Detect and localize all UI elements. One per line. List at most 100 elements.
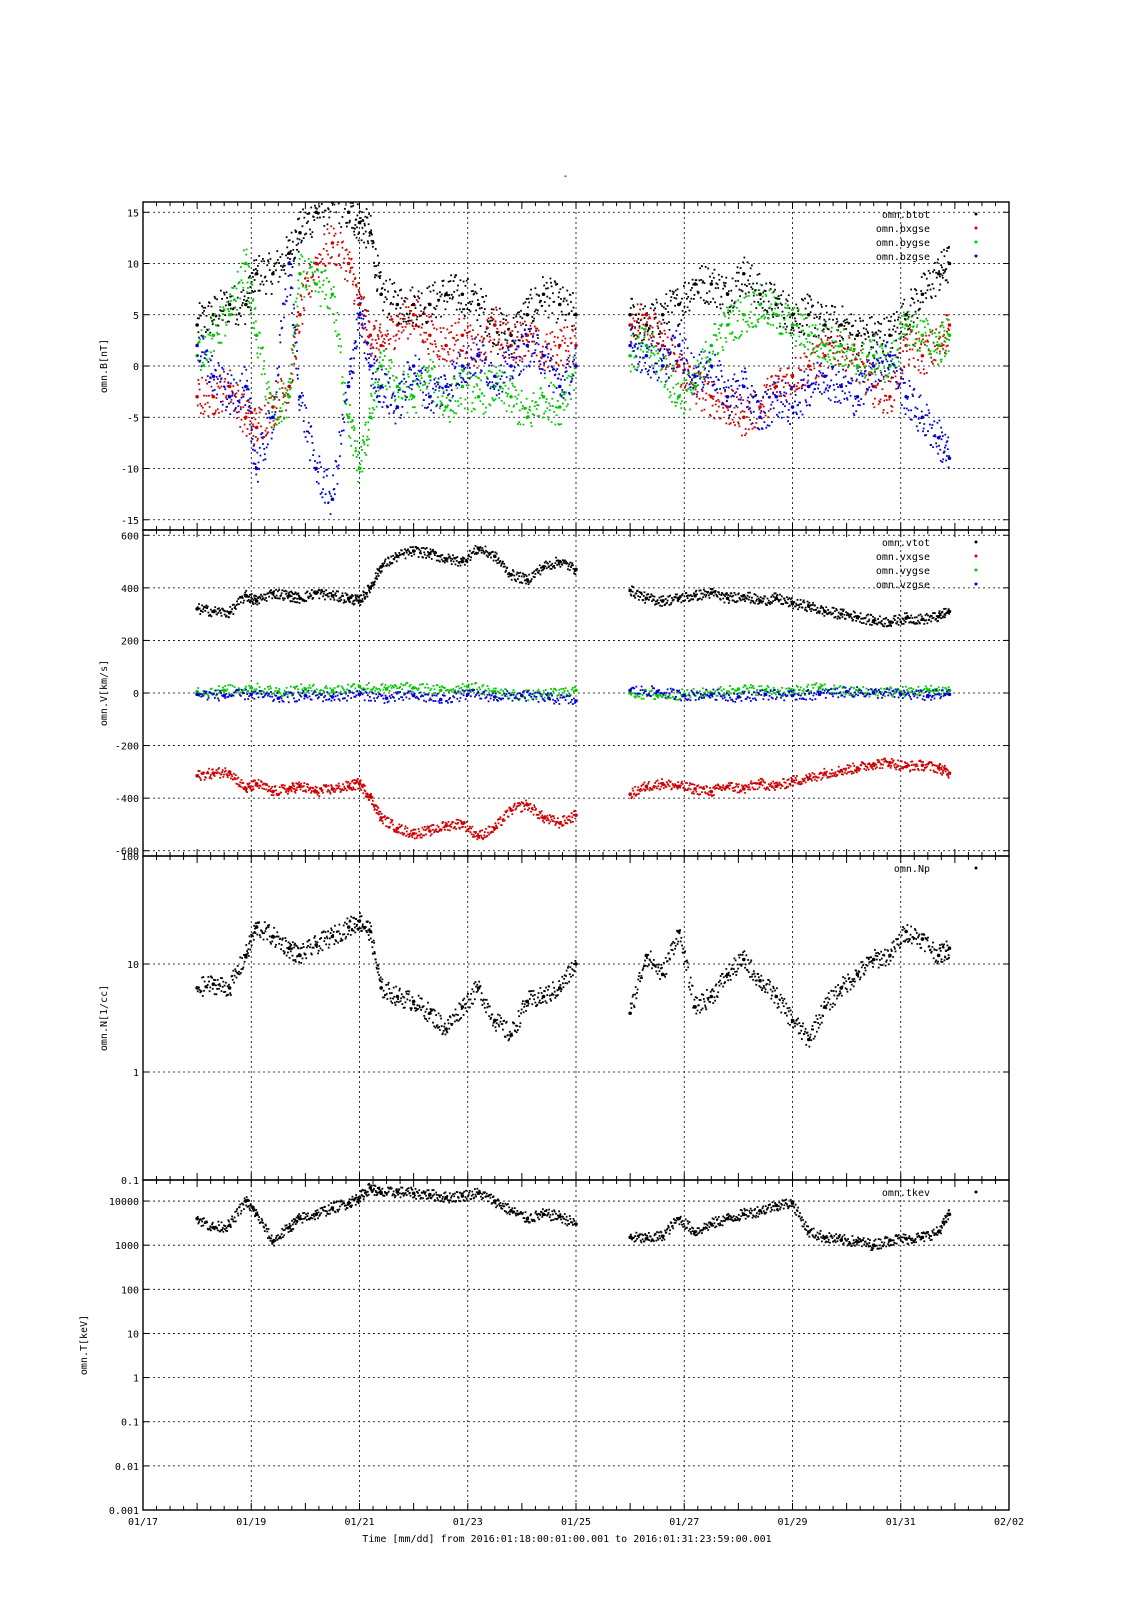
data-dot	[641, 314, 644, 316]
data-dot	[502, 381, 505, 384]
data-point	[195, 394, 199, 399]
data-dot	[528, 405, 531, 408]
data-dot	[460, 403, 462, 405]
data-dot	[244, 323, 247, 326]
data-dot	[307, 258, 310, 260]
data-point	[660, 312, 665, 317]
data-dot	[350, 420, 353, 423]
data-dot	[803, 318, 806, 321]
data-dot	[247, 300, 250, 303]
data-dot	[274, 411, 277, 413]
data-dot	[344, 382, 346, 384]
data-dot	[523, 408, 526, 410]
data-dot	[881, 388, 884, 391]
data-dot	[528, 408, 531, 411]
data-dot	[364, 423, 367, 426]
data-dot	[927, 409, 930, 412]
data-dot	[923, 372, 926, 375]
data-dot	[546, 356, 549, 359]
data-dot	[761, 403, 764, 406]
data-dot	[888, 363, 891, 366]
data-dot	[241, 430, 244, 433]
data-dot	[819, 323, 821, 326]
data-dot	[647, 369, 650, 372]
data-dot	[761, 295, 764, 298]
data-dot	[497, 341, 500, 344]
data-dot	[373, 358, 375, 361]
data-dot	[729, 311, 732, 314]
data-dot	[652, 352, 655, 355]
data-dot	[889, 320, 892, 323]
data-dot	[824, 320, 827, 323]
data-dot	[712, 397, 715, 400]
data-dot	[829, 399, 832, 402]
data-dot	[265, 292, 267, 295]
data-dot	[310, 435, 313, 438]
data-dot	[342, 261, 345, 264]
data-dot	[804, 345, 806, 348]
data-dot	[917, 417, 920, 420]
data-dot	[418, 379, 421, 382]
data-dot	[534, 349, 537, 352]
data-dot	[316, 461, 319, 464]
data-dot	[776, 375, 779, 378]
data-dot	[305, 288, 308, 291]
data-dot	[697, 291, 700, 294]
data-dot	[887, 320, 890, 322]
data-dot	[377, 335, 380, 338]
data-dot	[860, 372, 863, 375]
data-dot	[649, 354, 652, 357]
data-dot	[505, 391, 507, 394]
data-dot	[889, 380, 892, 383]
data-dot	[855, 358, 858, 361]
data-dot	[371, 377, 373, 380]
data-dot	[560, 310, 563, 313]
data-dot	[538, 397, 541, 400]
data-dot	[854, 347, 856, 350]
data-dot	[210, 317, 213, 320]
data-dot	[754, 324, 757, 327]
data-dot	[247, 409, 249, 412]
data-dot	[473, 385, 476, 388]
data-dot	[637, 317, 640, 320]
legend-label: omn.bxgse	[876, 224, 930, 235]
data-dot	[681, 339, 684, 342]
data-dot	[747, 323, 750, 326]
data-dot	[552, 391, 555, 394]
data-dot	[200, 334, 203, 337]
data-dot	[722, 311, 725, 314]
data-dot	[558, 347, 561, 349]
data-dot	[470, 303, 472, 306]
data-dot	[203, 309, 205, 312]
data-dot	[366, 216, 369, 219]
data-dot	[475, 343, 478, 346]
data-dot	[703, 378, 706, 381]
data-dot	[852, 350, 854, 353]
data-dot	[401, 313, 404, 316]
data-dot	[241, 304, 243, 307]
data-dot	[877, 403, 880, 406]
data-dot	[716, 364, 719, 367]
data-dot	[438, 298, 441, 301]
data-dot	[433, 327, 436, 330]
data-point	[227, 384, 232, 389]
data-dot	[795, 340, 798, 342]
data-dot	[267, 380, 270, 383]
data-dot	[537, 343, 540, 346]
data-dot	[666, 388, 669, 391]
data-dot	[242, 289, 245, 292]
data-dot	[302, 307, 305, 309]
data-dot	[728, 306, 731, 309]
data-dot	[705, 356, 708, 359]
data-dot	[381, 383, 384, 386]
data-dot	[696, 395, 698, 398]
panel-2: -600-400-2000200400600omn.V[km/s]omn.vto…	[99, 529, 1010, 858]
data-dot	[553, 368, 556, 371]
data-dot	[294, 328, 297, 331]
data-dot	[727, 386, 730, 389]
data-dot	[902, 350, 904, 353]
data-dot	[229, 300, 232, 302]
data-dot	[267, 443, 269, 446]
data-dot	[256, 451, 259, 454]
data-dot	[543, 376, 546, 379]
